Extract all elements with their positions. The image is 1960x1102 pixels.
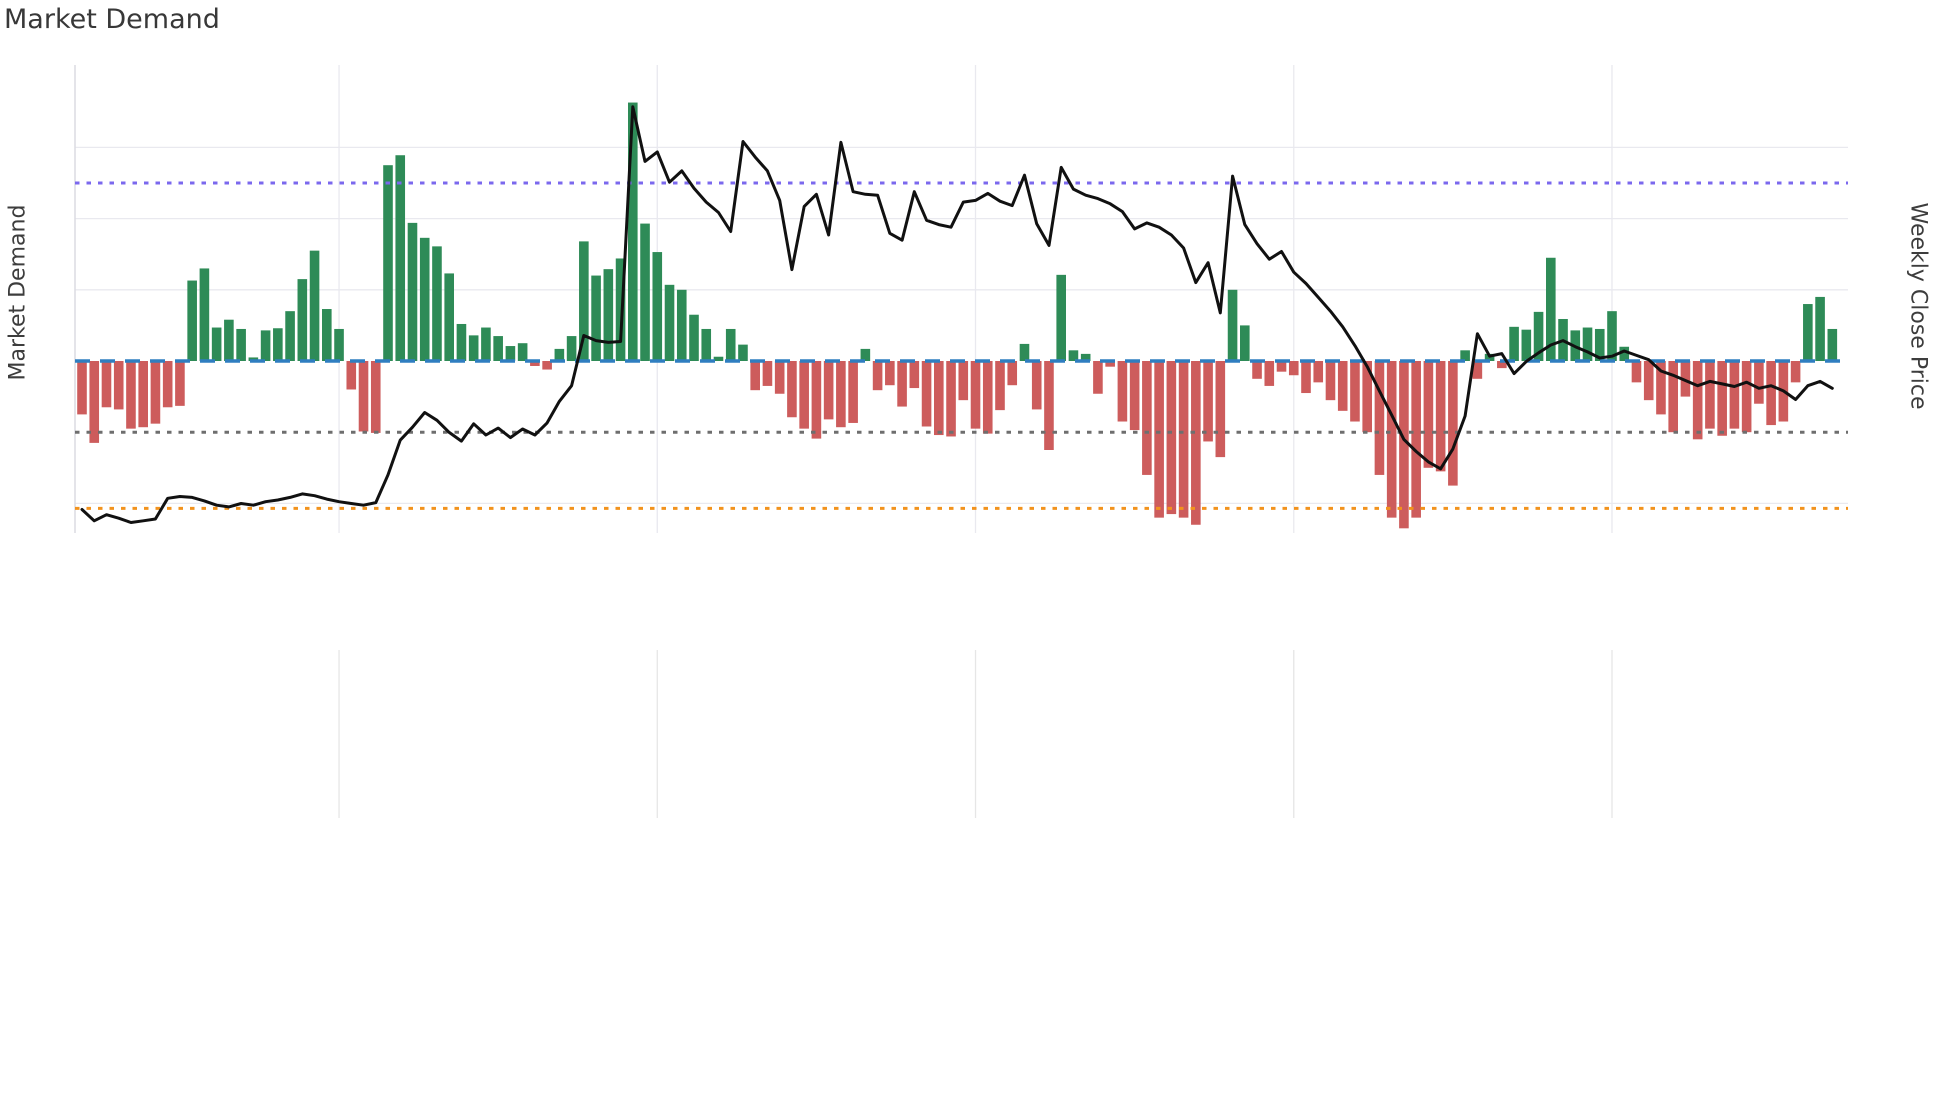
chart-title: Market Demand bbox=[4, 4, 220, 35]
gridlines bbox=[74, 65, 1848, 818]
reference-lines bbox=[75, 181, 1848, 510]
weekly-close-line bbox=[80, 105, 1834, 524]
demand-bars bbox=[77, 102, 1838, 529]
